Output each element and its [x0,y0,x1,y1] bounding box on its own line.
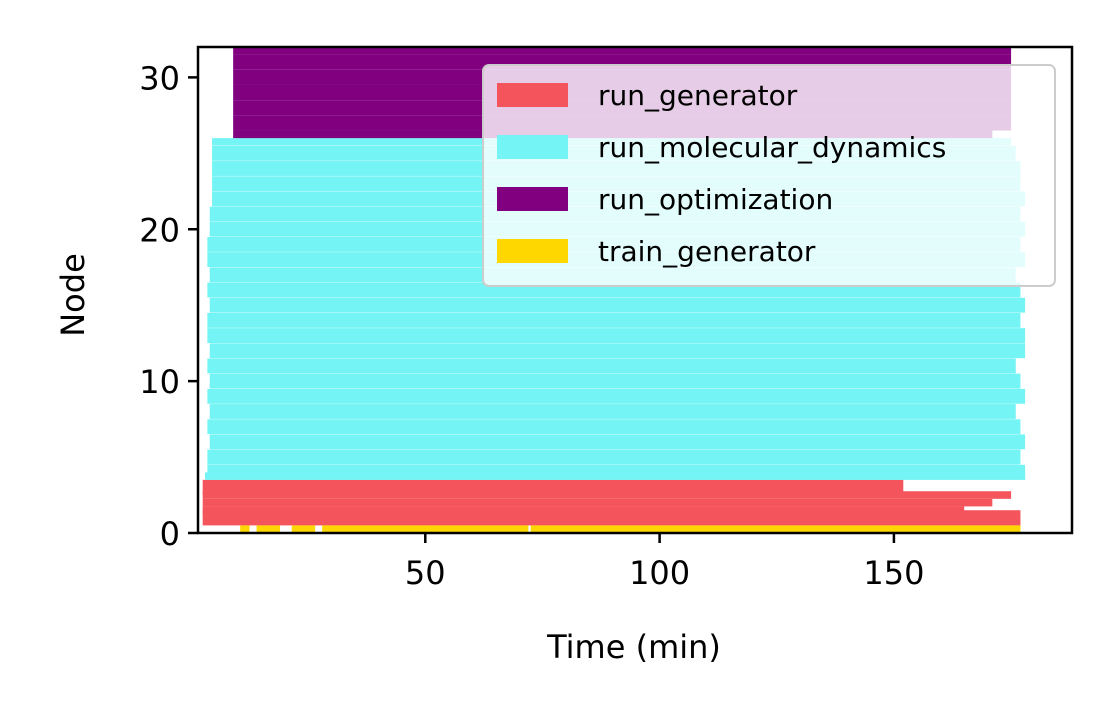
y-tick-label: 30 [139,59,180,97]
legend-swatch-run_molecular_dynamics [497,135,568,159]
axes: 50 100 150 0 10 20 30 [139,45,1074,592]
task-bar-run_optimization [233,47,1012,55]
y-axis-label: Node [54,253,92,337]
legend-swatch-run_optimization [497,187,568,211]
x-axis-label: Time (min) [546,628,721,666]
y-tick-label: 0 [160,515,180,553]
axes-frame [196,45,1074,535]
task-bar-run_generator [202,498,993,507]
task-bar-run_molecular_dynamics [209,373,1021,389]
legend-box [482,64,1056,287]
task-bar-run_molecular_dynamics [207,419,1021,435]
task-bar-run_molecular_dynamics [207,312,1021,328]
legend-swatch-run_generator [497,83,568,107]
x-tick-label: 50 [405,554,446,592]
task-bar-run_molecular_dynamics [207,388,1026,404]
task-bar-run_generator [202,506,965,515]
task-bar-train_generator [240,525,250,533]
task-bar-run_molecular_dynamics [207,464,1026,480]
task-bar-run_molecular_dynamics [207,328,1026,343]
task-bar-run_molecular_dynamics [207,358,1016,374]
task-bar-train_generator [291,525,316,533]
task-bar-train_generator [530,525,1021,533]
x-tick-label: 150 [863,554,924,592]
task-bar-run_molecular_dynamics [207,449,1021,465]
legend-label-run_optimization: run_optimization [598,183,833,216]
y-tick-label: 20 [139,211,180,249]
legend-swatch-train_generator [497,239,568,263]
legend-label-run_molecular_dynamics: run_molecular_dynamics [598,131,946,164]
task-bar-run_molecular_dynamics [209,297,1026,313]
legend: run_generator run_molecular_dynamics run_o… [482,64,1056,287]
task-bar-train_generator [256,525,281,533]
task-bar-run_molecular_dynamics [209,404,1016,419]
legend-label-run_generator: run_generator [598,79,798,112]
task-bar-run_molecular_dynamics [209,434,1026,450]
y-tick-label: 10 [139,363,180,401]
task-bar-run_generator [202,479,904,496]
task-bar-train_generator [322,525,529,533]
x-tick-label: 100 [629,554,690,592]
task-bar-run_molecular_dynamics [209,343,1026,359]
legend-label-train_generator: train_generator [598,235,816,268]
